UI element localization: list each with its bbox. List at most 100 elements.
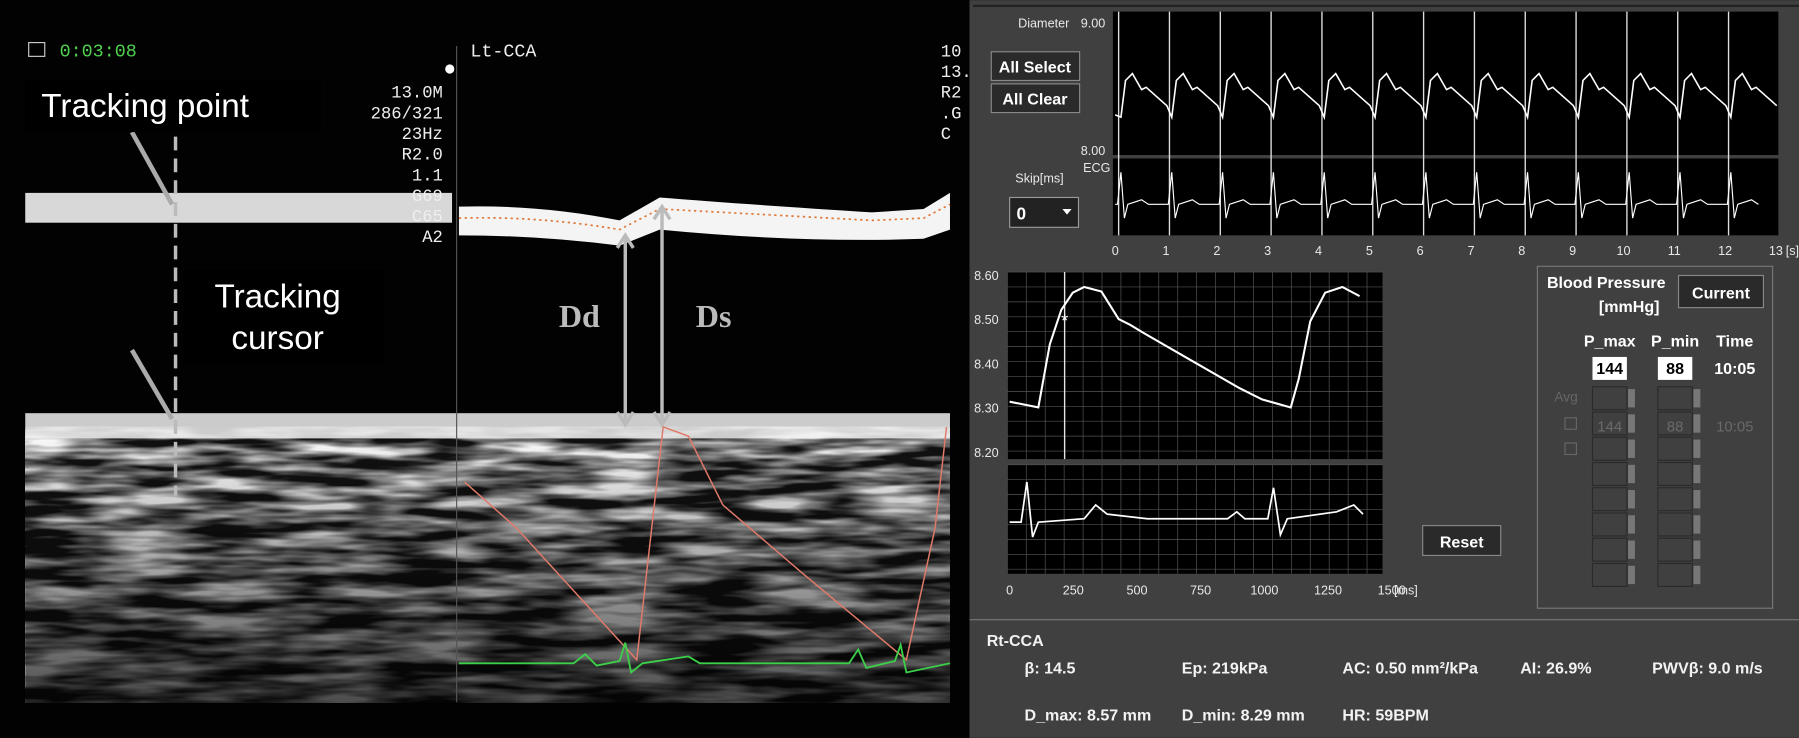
x-tick-label: 3 — [1264, 244, 1271, 258]
screen: Tracking point Tracking cursor Dd Ds 0:0… — [0, 0, 1799, 738]
bp-spin — [1628, 414, 1635, 432]
bp-spin — [1628, 515, 1635, 533]
probe-label: Lt-CCA — [470, 41, 536, 62]
side-label: Rt-CCA — [987, 632, 1044, 650]
all-clear-button[interactable]: All Clear — [991, 84, 1079, 113]
x-tick-label: 11 — [1668, 244, 1681, 258]
x-tick-label: 8 — [1518, 244, 1525, 258]
ecg-label: ECG — [1083, 161, 1110, 175]
page: Tracking point Tracking cursor Dd Ds 0:0… — [0, 0, 1799, 738]
bp-header: P_max — [1584, 333, 1636, 351]
button-label: Current — [1692, 284, 1751, 302]
x-tick-label: 5 — [1366, 244, 1373, 258]
bp-spin — [1628, 566, 1635, 584]
skip-label: Skip[ms] — [1015, 172, 1063, 186]
result: AC: 0.50 mm²/kPa — [1342, 660, 1479, 678]
bp-spin — [1628, 440, 1635, 458]
bp-spin — [1693, 414, 1700, 432]
far-wall — [25, 413, 950, 438]
tracking-cursor-label: Tracking — [214, 279, 340, 316]
diameter-label: Diameter — [1018, 17, 1069, 31]
y-tick-label: 8.30 — [974, 402, 999, 416]
setting: 1.1 — [412, 167, 443, 186]
bp-header: Time — [1716, 333, 1753, 351]
bp-spin — [1693, 440, 1700, 458]
timer: 0:03:08 — [60, 41, 137, 62]
beat-marker: * — [1061, 310, 1068, 331]
button-label: All Clear — [1002, 91, 1067, 109]
x-tick-label: 250 — [1063, 583, 1084, 597]
setting: 23Hz — [402, 126, 443, 145]
x-tick-label: 2 — [1213, 244, 1220, 258]
reset-button[interactable]: Reset — [1423, 526, 1501, 556]
y-min-label: 8.00 — [1081, 144, 1106, 158]
bp-history: 144 — [1597, 420, 1622, 436]
x-tick-label: 6 — [1417, 244, 1424, 258]
edge — [973, 5, 1799, 7]
y-tick-label: 8.40 — [974, 357, 999, 371]
result: AI: 26.9% — [1520, 660, 1591, 678]
all-select-button[interactable]: All Select — [991, 52, 1079, 81]
skip-dropdown[interactable]: 0 — [1010, 197, 1079, 227]
x-tick-label: 1000 — [1250, 583, 1278, 597]
bp-spin — [1693, 465, 1700, 483]
tracking-point-label: Tracking point — [41, 88, 249, 125]
bp-spin — [1628, 389, 1635, 407]
bp-spin — [1628, 490, 1635, 508]
marker — [445, 64, 454, 73]
bp-value: 88 — [1666, 360, 1684, 378]
x-tick-label: 1 — [1163, 244, 1170, 258]
y-tick-label: 8.50 — [974, 313, 999, 327]
bp-spin — [1693, 541, 1700, 559]
x-tick-label: 0 — [1006, 583, 1013, 597]
edge-setting: 13. — [941, 64, 972, 83]
x-tick-label: 13 — [1769, 244, 1783, 258]
result: β: 14.5 — [1025, 660, 1076, 678]
result: D_max: 8.57 mm — [1025, 707, 1152, 725]
beat-chart — [1007, 272, 1382, 459]
x-tick-label: 750 — [1190, 583, 1211, 597]
bp-value: 144 — [1596, 360, 1623, 378]
bp-value: 10:05 — [1714, 360, 1755, 378]
button-label: Reset — [1440, 533, 1484, 551]
setting: 286/321 — [371, 105, 443, 124]
x-tick-label: 9 — [1569, 244, 1576, 258]
y-max-label: 9.00 — [1081, 17, 1106, 31]
edge-setting: .G — [941, 105, 962, 124]
bp-history: 88 — [1667, 420, 1684, 436]
bp-history: 10:05 — [1716, 420, 1753, 436]
ecg-chart — [1113, 158, 1778, 235]
x-unit: [s] — [1786, 244, 1799, 258]
bp-spin — [1693, 566, 1700, 584]
setting: G69 — [412, 188, 443, 207]
edge-setting: 10 — [941, 43, 962, 62]
bp-unit: [mmHg] — [1599, 298, 1660, 316]
bp-spin — [1693, 490, 1700, 508]
x-tick-label: 500 — [1126, 583, 1147, 597]
setting: A2 — [422, 229, 443, 248]
y-tick-label: 8.60 — [974, 269, 999, 283]
bp-header: P_min — [1651, 333, 1699, 351]
near-wall — [25, 193, 452, 223]
diameter-chart — [1113, 12, 1778, 155]
result: PWVβ: 9.0 m/s — [1652, 660, 1763, 678]
x-tick-label: 7 — [1467, 244, 1474, 258]
x-unit: [ms] — [1394, 583, 1418, 597]
x-tick-label: 1250 — [1314, 583, 1342, 597]
x-tick-label: 4 — [1315, 244, 1322, 258]
current-button[interactable]: Current — [1679, 275, 1764, 307]
dropdown-value: 0 — [1017, 203, 1027, 223]
bp-spin — [1693, 389, 1700, 407]
bp-spin — [1628, 465, 1635, 483]
edge-setting: C — [941, 126, 951, 145]
result: HR: 59BPM — [1342, 707, 1428, 725]
tissue-fade — [25, 427, 950, 702]
bp-spin — [1628, 541, 1635, 559]
button-label: All Select — [999, 58, 1072, 76]
edge-setting: R2 — [941, 85, 962, 104]
result: Ep: 219kPa — [1182, 660, 1269, 678]
bp-spin — [1693, 515, 1700, 533]
result: D_min: 8.29 mm — [1182, 707, 1305, 725]
setting: R2.0 — [402, 147, 443, 166]
dd-label: Dd — [559, 298, 600, 334]
